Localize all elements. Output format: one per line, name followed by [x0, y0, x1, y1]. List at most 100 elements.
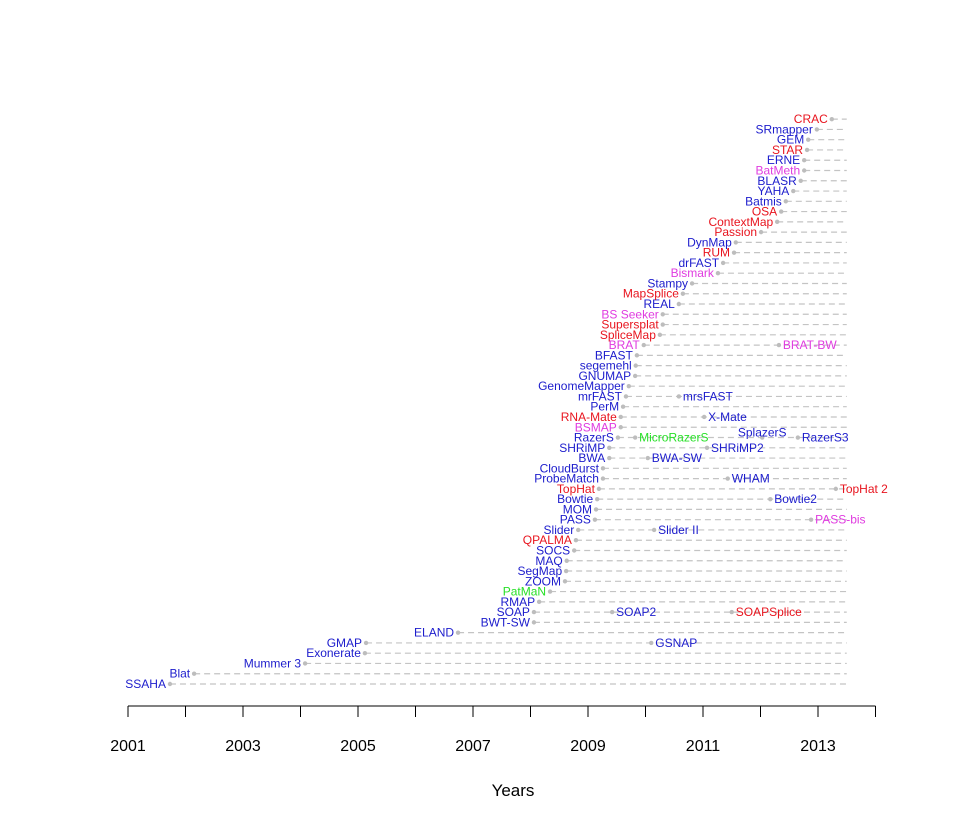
x-axis: 2001 2003 2005 2007 2009 2011 2013 — [110, 705, 876, 755]
tool-point — [632, 373, 638, 379]
tool-row: BatMeth — [755, 164, 847, 178]
tool-row: YAHA — [757, 184, 847, 198]
tool-point — [607, 445, 612, 450]
tool-label: PatMaN — [503, 585, 546, 599]
tool-row: SRmapper — [755, 122, 847, 136]
successor-label: X-Mate — [708, 410, 747, 424]
tool-point — [615, 435, 621, 440]
tool-row: Batmis — [745, 194, 847, 208]
tool-label: RazerS — [574, 431, 614, 445]
tool-row: TopHat TopHat 2 — [557, 482, 888, 496]
tool-label: PASS — [560, 513, 591, 527]
tool-label: SHRiMP — [559, 441, 605, 455]
tool-label: ProbeMatch — [534, 472, 599, 486]
tool-label: CRAC — [794, 112, 828, 126]
successor-point — [795, 435, 801, 440]
successor-label: SOAP2 — [616, 605, 656, 619]
successor-label: PASS-bis — [815, 513, 865, 527]
tool-point — [620, 404, 626, 409]
successor-point — [808, 517, 814, 522]
tool-point — [657, 332, 663, 338]
tool-row: REAL — [643, 297, 847, 311]
tool-point — [607, 455, 612, 461]
tool-label: BSMAP — [575, 420, 617, 434]
tool-row: segemehl — [580, 359, 847, 373]
tool-label: RMAP — [500, 595, 535, 609]
tool-row: RUM — [703, 246, 847, 260]
tool-row: ELAND — [414, 626, 847, 640]
successor-label: SHRiMP2 — [711, 441, 764, 455]
tool-point — [733, 240, 738, 245]
tool-row: Stampy — [647, 276, 847, 290]
tool-row: SegMap — [517, 564, 847, 578]
tool-label: STAR — [772, 143, 803, 157]
tick-label: 2009 — [570, 738, 606, 755]
tool-row: RazerS MicroRazerS SplazerS RazerS3 — [574, 426, 849, 445]
tool-row: Supersplat — [601, 318, 847, 332]
tool-label: DynMap — [687, 235, 732, 249]
tool-label: BS Seeker — [601, 307, 658, 321]
tool-label: QPALMA — [523, 533, 572, 547]
tool-row: ZOOM — [525, 574, 847, 588]
tool-row: MapSplice — [623, 287, 847, 301]
tool-label: YAHA — [757, 184, 789, 198]
tool-label: Slider — [544, 523, 575, 537]
tool-row: BWT-SW — [481, 615, 847, 629]
tool-row: BS Seeker — [601, 307, 847, 321]
successor-point — [725, 476, 730, 481]
tool-row: SOCS — [536, 543, 847, 557]
tool-point — [618, 425, 623, 430]
tool-label: ContextMap — [708, 215, 773, 229]
tool-row: Mummer 3 — [244, 656, 847, 670]
tool-point — [626, 383, 632, 389]
tool-point — [563, 568, 569, 574]
tool-label: Exonerate — [306, 646, 361, 660]
tool-label: ERNE — [767, 153, 800, 167]
tool-label: GEM — [777, 133, 804, 147]
tool-point — [600, 466, 606, 471]
tool-row: OSA — [752, 205, 847, 219]
tool-row: Bowtie Bowtie2 — [557, 492, 847, 506]
successor-label: TopHat 2 — [840, 482, 888, 496]
tool-point — [798, 178, 803, 183]
tool-label: ZOOM — [525, 574, 561, 588]
tool-row: CRAC — [794, 112, 847, 126]
tool-row: GenomeMapper — [538, 379, 847, 393]
tool-point — [564, 558, 569, 563]
tool-row: Blat — [169, 667, 847, 681]
tool-row: QPALMA — [523, 533, 847, 547]
successor-label: BRAT-BW — [783, 338, 837, 352]
tool-point — [802, 168, 807, 173]
tool-row: GEM — [777, 133, 847, 147]
tool-row: ContextMap — [708, 215, 847, 229]
successor-label: SOAPSplice — [736, 605, 802, 619]
tool-point — [531, 609, 537, 615]
tool-label: BatMeth — [755, 164, 800, 178]
tool-label: GNUMAP — [578, 369, 631, 383]
tool-point — [660, 312, 665, 317]
tool-row: MAQ — [535, 554, 847, 568]
tool-row: BWA BWA-SW — [578, 451, 847, 465]
tool-row: CloudBurst — [540, 461, 847, 475]
tool-label: MOM — [563, 502, 592, 516]
tool-label: Bismark — [671, 266, 715, 280]
successor-label: BWA-SW — [652, 451, 703, 465]
tool-row: Bismark — [671, 266, 847, 280]
tool-row: SOAP SOAP2 SOAPSplice — [497, 605, 847, 619]
tool-row: PatMaN — [503, 585, 847, 599]
tool-point — [829, 116, 834, 122]
tool-row: MOM — [563, 502, 847, 516]
tool-label: MAQ — [535, 554, 562, 568]
tool-row: DynMap — [687, 235, 847, 249]
tool-point — [633, 363, 638, 368]
tool-point — [758, 229, 764, 235]
tick-label: 2013 — [800, 738, 836, 755]
successor-label: Bowtie2 — [774, 492, 817, 506]
x-axis-title: Years — [492, 781, 535, 800]
tool-point — [362, 650, 368, 656]
tool-label: PerM — [590, 400, 619, 414]
tool-point — [641, 342, 646, 348]
tool-label: SSAHA — [125, 677, 166, 691]
